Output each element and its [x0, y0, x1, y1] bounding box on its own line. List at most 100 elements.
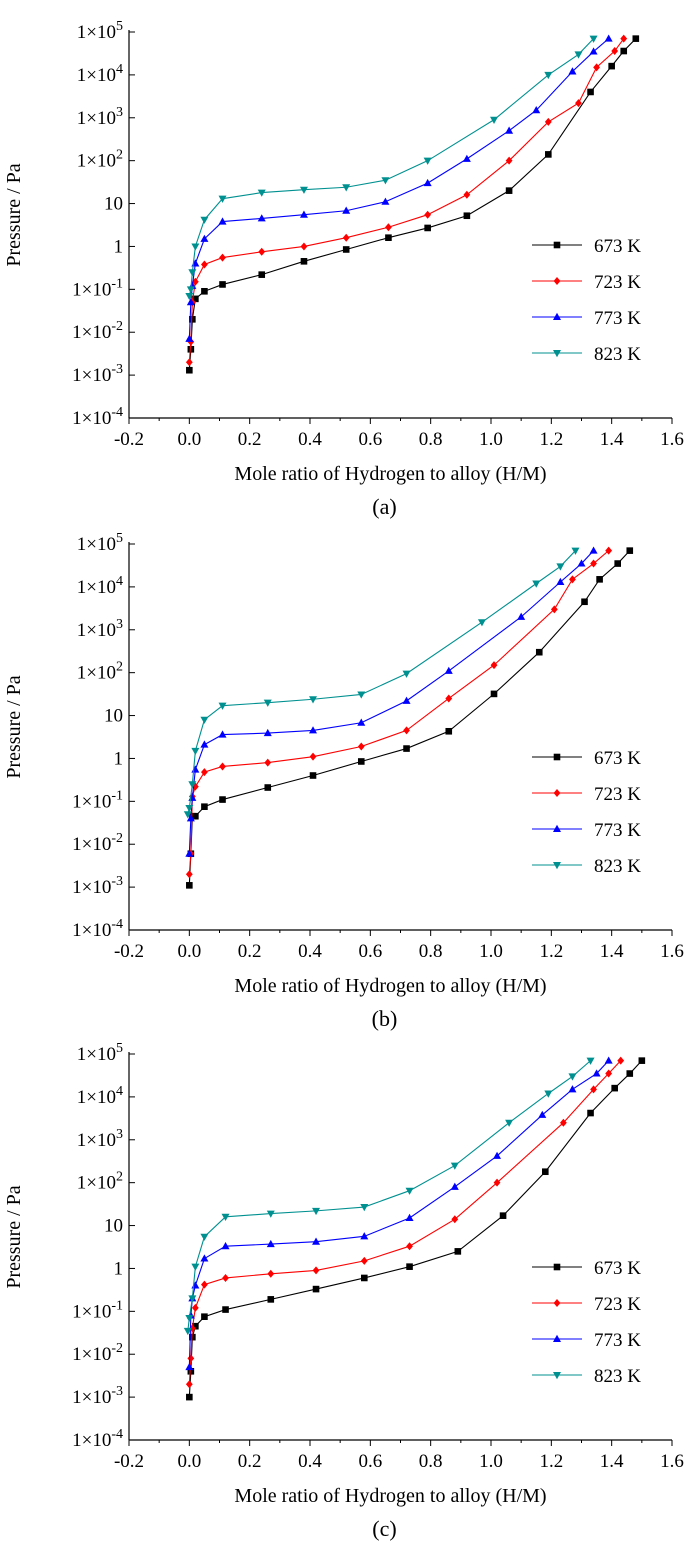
data-point [532, 106, 541, 114]
legend-label: 773 K [594, 1330, 641, 1351]
y-tick-exponent: 5 [116, 1041, 123, 1056]
data-point [200, 740, 209, 748]
data-point [201, 1280, 208, 1289]
data-point [266, 1239, 275, 1248]
data-point [360, 1204, 369, 1212]
x-tick-label: 0.6 [358, 941, 382, 962]
data-point [222, 1306, 229, 1313]
y-tick-exponent: 4 [116, 574, 123, 589]
y-tick-exponent: 3 [116, 617, 123, 632]
data-point [403, 726, 410, 735]
data-point [192, 812, 199, 820]
data-point [221, 1213, 230, 1222]
data-point [201, 803, 208, 810]
y-tick-exponent: -3 [111, 362, 123, 377]
data-point [361, 1274, 368, 1282]
data-point [587, 1109, 594, 1117]
y-tick-label: 10 [104, 706, 123, 727]
y-tick-base: 1×10 [77, 663, 116, 684]
legend-label: 823 K [594, 856, 641, 877]
data-point [462, 154, 471, 162]
data-point [586, 1057, 595, 1065]
data-point [556, 563, 565, 571]
y-tick-label: 1×10-3 [72, 362, 123, 386]
x-tick-label: 0.8 [419, 1451, 443, 1472]
data-point [505, 187, 513, 194]
data-point [257, 189, 266, 197]
y-tick-base: 1×10 [72, 920, 111, 941]
data-point [611, 1084, 618, 1092]
y-tick-base: 1×10 [72, 1301, 111, 1322]
data-point [385, 223, 392, 232]
data-point [186, 298, 195, 306]
legend-marker [553, 789, 561, 797]
y-tick-base: 10 [104, 194, 123, 215]
data-point [267, 1296, 275, 1303]
data-point [608, 62, 615, 70]
legend-label: 673 K [594, 236, 641, 257]
y-tick-exponent: 3 [116, 1127, 123, 1142]
data-point [381, 197, 390, 205]
data-point [357, 718, 366, 726]
data-point [423, 157, 432, 165]
y-tick-label: 1×104 [77, 62, 123, 86]
data-point [632, 35, 640, 42]
data-point [266, 1210, 275, 1218]
data-point [581, 598, 588, 606]
y-tick-exponent: -4 [111, 405, 123, 420]
legend-label: 773 K [594, 820, 641, 841]
data-point [381, 177, 390, 185]
data-point [568, 1073, 577, 1081]
data-point [191, 765, 200, 773]
data-point [342, 184, 351, 192]
data-point [187, 1354, 195, 1363]
data-point [185, 1380, 193, 1389]
y-tick-exponent: 2 [116, 148, 123, 163]
series-line-823k [188, 38, 594, 297]
y-tick-exponent: -2 [111, 1341, 123, 1356]
data-point [187, 345, 195, 353]
data-point [312, 1237, 321, 1245]
y-tick-exponent: 5 [116, 531, 123, 546]
data-point [222, 1273, 229, 1282]
y-tick-base: 1×10 [77, 534, 116, 555]
data-point [593, 63, 600, 72]
data-point [219, 281, 226, 288]
x-tick-label: 0.8 [419, 941, 443, 962]
x-tick-label: 0.2 [238, 429, 262, 450]
data-point [490, 690, 498, 698]
legend-marker [553, 277, 561, 285]
data-point [499, 1212, 507, 1219]
x-axis-title: Mole ratio of Hydrogen to alloy (H/M) [234, 463, 546, 485]
data-point [342, 246, 350, 253]
y-tick-base: 10 [104, 1216, 123, 1237]
x-tick-label: 1.2 [539, 941, 563, 962]
series-line-673k [188, 38, 637, 371]
y-tick-base: 1×10 [72, 1344, 111, 1365]
data-point [300, 258, 308, 265]
data-point [402, 670, 411, 678]
data-point [201, 1313, 208, 1320]
data-point [568, 67, 577, 75]
x-tick-label: 1.4 [600, 1451, 624, 1472]
data-point [451, 1215, 459, 1224]
chart-panel-0: -0.2 0.0 0.2 0.4 0.6 0.8 1.0 1.2 1.4 1.61×10-41×1… [3, 19, 684, 519]
y-tick-label: 1×103 [77, 105, 123, 129]
data-point [300, 242, 308, 251]
data-point [617, 1056, 625, 1065]
data-point [445, 694, 453, 703]
data-point [312, 1266, 320, 1275]
data-point [258, 271, 266, 278]
y-tick-label: 1×104 [77, 1084, 123, 1108]
legend-marker [553, 1334, 561, 1342]
data-point [357, 742, 365, 751]
y-tick-label: 1×105 [77, 1041, 123, 1065]
x-axis-title: Mole ratio of Hydrogen to alloy (H/M) [234, 1485, 546, 1507]
data-point [309, 726, 318, 734]
x-tick-label: 0.6 [358, 429, 382, 450]
series-line-823k [187, 1060, 591, 1331]
panel-label: (a) [372, 494, 396, 519]
data-point [605, 546, 613, 555]
data-point [185, 1314, 194, 1323]
data-point [188, 1295, 197, 1303]
